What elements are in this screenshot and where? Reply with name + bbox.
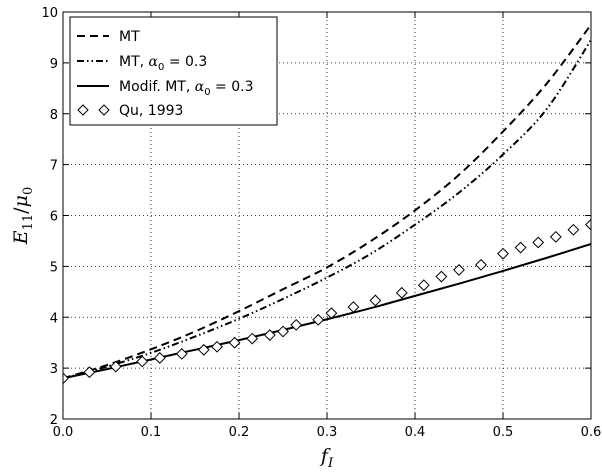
x-tick-label: 0.3: [317, 425, 338, 440]
axis-ticks: [62, 11, 592, 420]
legend-label-prefix: Modif. MT,: [119, 79, 195, 95]
data-point-diamond: [514, 241, 527, 254]
data-point-diamond: [549, 230, 562, 243]
data-point-diamond: [277, 325, 289, 338]
data-point-diamond: [497, 247, 509, 260]
legend-label-alpha: α: [149, 54, 159, 70]
data-point-diamond: [263, 329, 276, 341]
legend-label: Modif. MT, α0 = 0.3: [119, 79, 254, 98]
y-tick-label: 8: [50, 108, 58, 123]
series-line-2: [63, 243, 591, 380]
x-tick-label: 0.4: [405, 425, 426, 440]
legend-label-alpha: α: [195, 79, 205, 95]
y-axis-label-mu: μ: [10, 195, 32, 207]
data-point-diamond: [197, 343, 210, 356]
data-point-diamond: [211, 340, 223, 353]
x-axis-label-sub: I: [327, 456, 334, 471]
data-point-diamond: [175, 347, 188, 360]
data-point-diamond: [435, 270, 448, 283]
x-tick-label: 0.2: [229, 425, 250, 440]
y-tick-label: 4: [50, 311, 58, 326]
tick-labels: 0.0 0.1 0.2 0.3 0.4 0.5 0.6 2 3 4 5 6 7 8 9 10: [41, 6, 601, 440]
y-tick-label: 9: [50, 57, 58, 72]
y-axis-label-sub2: 0: [21, 187, 36, 195]
data-point-diamond: [453, 264, 465, 276]
data-point-diamond: [153, 352, 166, 364]
data-point-diamond: [585, 218, 591, 231]
y-tick-label: 2: [50, 413, 58, 428]
data-point-diamond: [475, 258, 487, 271]
y-axis-label-e: E: [10, 230, 32, 245]
data-point-diamond: [109, 360, 122, 373]
data-point-diamond: [567, 223, 580, 236]
x-tick-label: 0.1: [141, 425, 162, 440]
data-point-diamond: [395, 286, 408, 299]
y-tick-label: 3: [50, 362, 58, 377]
series-line-1: [63, 39, 591, 380]
x-tick-label: 0.0: [53, 425, 74, 440]
data-point-diamond: [228, 336, 241, 349]
y-axis-label: E11/μ0: [10, 187, 36, 245]
y-axis-label-slash: /: [10, 207, 32, 214]
legend-label: MT: [119, 29, 140, 45]
x-axis-label: fI: [319, 445, 334, 471]
y-tick-label: 7: [50, 159, 58, 174]
legend-label-prefix: MT,: [119, 54, 149, 70]
x-tick-label: 0.5: [493, 425, 514, 440]
legend-label-suffix: = 0.3: [164, 54, 207, 70]
legend-label: Qu, 1993: [119, 103, 183, 119]
y-tick-label: 5: [50, 260, 58, 275]
data-point-diamond: [347, 301, 360, 313]
plot-series: [63, 24, 591, 385]
series-markers-qu-1993: [63, 218, 591, 385]
legend-marker-diamond: [98, 104, 110, 116]
legend-label: MT, α0 = 0.3: [119, 54, 207, 73]
data-point-diamond: [83, 366, 96, 379]
data-point-diamond: [246, 332, 259, 345]
data-point-diamond: [63, 372, 69, 385]
legend-marker-diamond: [77, 104, 89, 116]
y-tick-label: 6: [50, 210, 58, 225]
data-point-diamond: [369, 294, 382, 307]
data-point-diamond: [136, 355, 149, 368]
x-axis-label-main: f: [319, 445, 331, 467]
y-axis-label-sub1: 11: [21, 214, 36, 231]
data-point-diamond: [312, 313, 325, 326]
data-point-diamond: [325, 307, 338, 320]
series-line-0: [63, 24, 591, 380]
data-point-diamond: [417, 279, 430, 292]
x-tick-label: 0.6: [581, 425, 602, 440]
legend-label-sub: 0: [158, 62, 164, 73]
data-point-diamond: [290, 318, 303, 331]
legend-label-suffix: = 0.3: [211, 79, 254, 95]
data-point-diamond: [532, 236, 545, 249]
legend-label-sub: 0: [204, 87, 210, 98]
y-tick-label: 10: [41, 6, 58, 21]
